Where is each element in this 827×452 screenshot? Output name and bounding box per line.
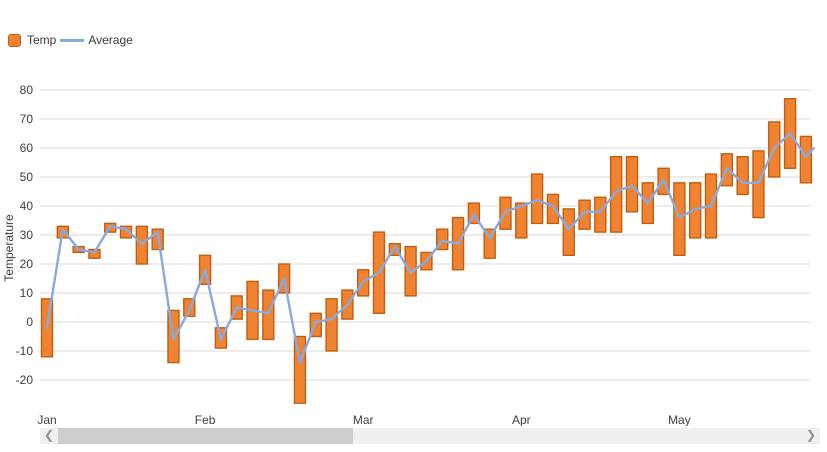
y-tick-label: 10 bbox=[20, 286, 34, 300]
average-line bbox=[45, 132, 816, 364]
temp-range-bar bbox=[515, 202, 528, 239]
x-tick-label: Apr bbox=[512, 413, 531, 426]
temp-range-bar bbox=[325, 298, 338, 352]
temp-range-bar bbox=[88, 248, 101, 259]
y-tick-label: -10 bbox=[16, 344, 34, 358]
temp-range-bar bbox=[673, 182, 686, 257]
horizontal-scrollbar[interactable]: ❮ ❯ bbox=[40, 428, 820, 444]
temp-range-bar bbox=[293, 335, 307, 404]
legend-average-label[interactable]: Average bbox=[88, 33, 133, 47]
temp-range-bar bbox=[752, 150, 765, 219]
temp-range-bar bbox=[483, 228, 496, 259]
y-tick-label: 20 bbox=[20, 257, 34, 271]
temp-range-bar bbox=[119, 225, 133, 239]
x-tick-label: Mar bbox=[353, 413, 374, 426]
y-tick-label: 60 bbox=[20, 141, 34, 155]
average-series-line-icon bbox=[60, 38, 85, 42]
temp-range-bar bbox=[689, 182, 702, 239]
scroll-right-button[interactable]: ❯ bbox=[805, 428, 817, 442]
x-tick-label: Feb bbox=[195, 413, 216, 426]
temp-range-bar bbox=[546, 193, 560, 225]
y-tick-label: -20 bbox=[16, 373, 34, 387]
y-tick-label: 30 bbox=[20, 228, 34, 242]
scrollbar-thumb[interactable] bbox=[58, 428, 353, 444]
y-tick-label: 80 bbox=[20, 83, 34, 97]
temp-range-bar bbox=[799, 135, 813, 184]
y-tick-label: 70 bbox=[20, 112, 34, 126]
temp-range-bar bbox=[436, 228, 449, 251]
temp-range-bar bbox=[594, 196, 607, 233]
x-tick-label: May bbox=[668, 413, 691, 426]
temperature-range-chart: 80 70 60 50 40 30 20 10 0 -10 -20 Temperature Jan Feb… bbox=[2, 83, 816, 426]
temp-series-swatch-icon bbox=[8, 33, 21, 47]
y-tick-label: 50 bbox=[20, 170, 34, 184]
x-tick-label: Jan bbox=[37, 413, 56, 426]
y-tick-label: 0 bbox=[26, 315, 33, 329]
temp-range-bar bbox=[562, 208, 575, 256]
scroll-left-button[interactable]: ❮ bbox=[43, 428, 55, 442]
temp-range-bar bbox=[262, 289, 275, 341]
temp-range-bar bbox=[625, 155, 639, 213]
temp-range-bar bbox=[609, 155, 623, 233]
chart-legend: Temp Average bbox=[8, 33, 133, 47]
temp-range-bar bbox=[467, 202, 481, 225]
temp-range-bar bbox=[578, 199, 591, 230]
y-axis-title: Temperature bbox=[2, 214, 16, 282]
temp-range-bar bbox=[530, 173, 544, 225]
legend-temp-label[interactable]: Temp bbox=[27, 33, 57, 47]
temp-range-bar bbox=[736, 155, 749, 196]
temp-range-bar bbox=[135, 225, 149, 265]
temp-range-bar bbox=[388, 242, 402, 256]
y-tick-label: 40 bbox=[20, 199, 34, 213]
